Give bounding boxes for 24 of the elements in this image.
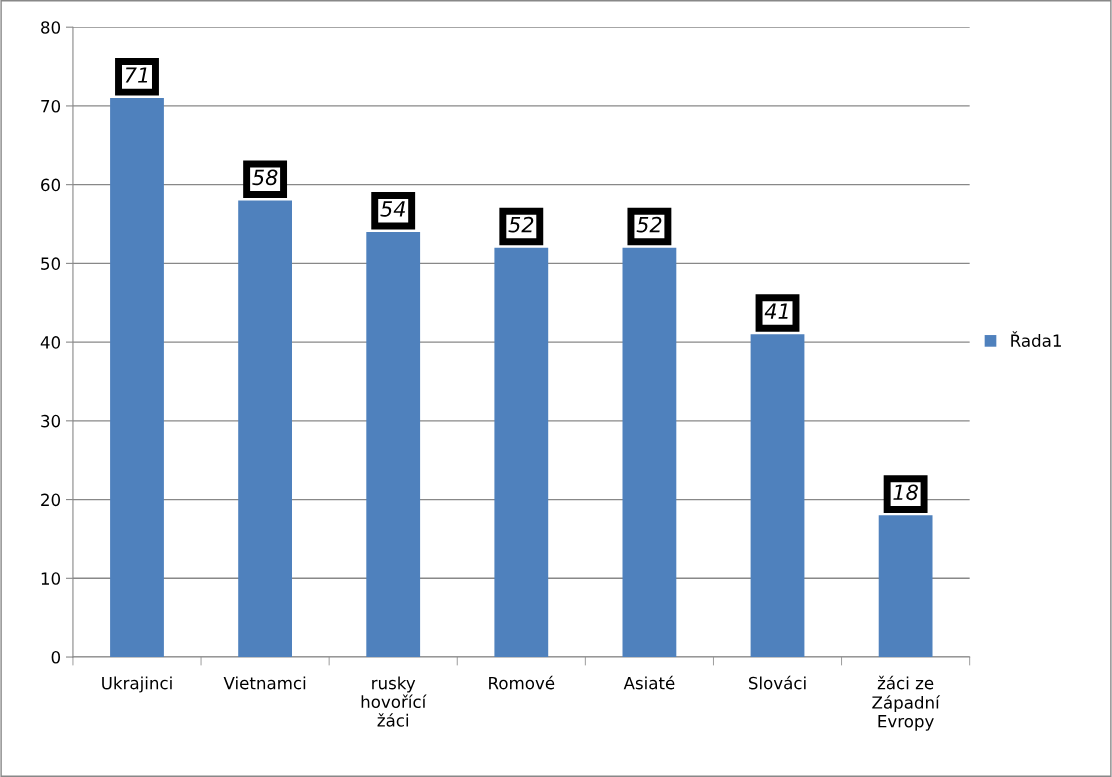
y-tick-label: 50 (41, 257, 61, 270)
data-label: 71 (125, 67, 148, 83)
data-label: 52 (636, 216, 662, 233)
data-label: 54 (380, 201, 405, 217)
legend-label: Řada1 (1011, 331, 1061, 347)
x-tick-label: rusky hovořící žáci (361, 676, 427, 727)
data-label: 52 (508, 216, 534, 233)
y-tick-label: 70 (41, 99, 61, 113)
x-tick-label: Slováci (748, 675, 806, 690)
y-tick-label: 10 (41, 572, 61, 585)
x-tick-label: Asiaté (623, 675, 675, 690)
y-tick-label: 0 (51, 650, 61, 664)
data-label: 41 (764, 303, 788, 319)
y-tick-label: 40 (40, 336, 61, 349)
x-tick-label: žáci ze Západní Evropy (872, 675, 941, 731)
y-tick-label: 80 (41, 21, 61, 34)
x-tick-label: Romové (489, 675, 555, 690)
x-tick-label: Ukrajinci (102, 676, 172, 693)
y-tick-label: 30 (41, 414, 61, 428)
data-label: 58 (252, 169, 278, 186)
y-tick-label: 60 (41, 178, 61, 192)
data-label: 18 (893, 484, 918, 501)
y-tick-label: 20 (41, 493, 61, 507)
x-tick-label: Vietnamci (223, 676, 306, 690)
